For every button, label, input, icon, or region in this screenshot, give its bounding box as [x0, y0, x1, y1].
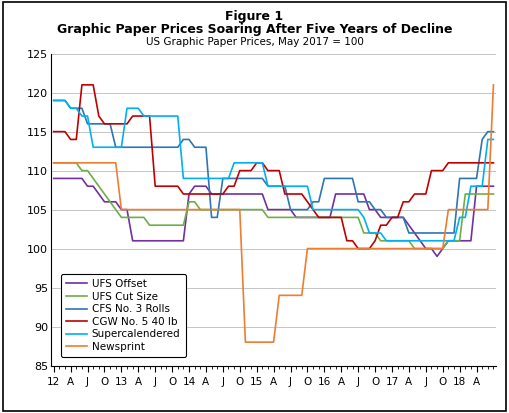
Supercalendered: [158, 114, 164, 119]
Supercalendered: [383, 238, 389, 243]
Newsprint: [490, 82, 496, 87]
UFS Offset: [434, 254, 440, 259]
Legend: UFS Offset, UFS Cut Size, CFS No. 3 Rolls, CGW No. 5 40 lb, Supercalendered, New: UFS Offset, UFS Cut Size, CFS No. 3 Roll…: [61, 274, 186, 357]
Supercalendered: [372, 230, 378, 235]
CGW No. 5 40 lb: [163, 184, 169, 189]
Line: CFS No. 3 Rolls: CFS No. 3 Rolls: [54, 100, 493, 233]
Supercalendered: [490, 137, 496, 142]
UFS Cut Size: [411, 246, 417, 251]
UFS Offset: [225, 192, 232, 197]
CGW No. 5 40 lb: [79, 82, 85, 87]
UFS Cut Size: [372, 230, 378, 235]
Text: Graphic Paper Prices Soaring After Five Years of Decline: Graphic Paper Prices Soaring After Five …: [56, 23, 453, 36]
CFS No. 3 Rolls: [406, 230, 412, 235]
CGW No. 5 40 lb: [175, 184, 181, 189]
Newsprint: [378, 246, 384, 251]
CFS No. 3 Rolls: [304, 207, 310, 212]
UFS Offset: [158, 238, 164, 243]
Newsprint: [231, 207, 237, 212]
CGW No. 5 40 lb: [51, 129, 57, 134]
Text: US Graphic Paper Prices, May 2017 = 100: US Graphic Paper Prices, May 2017 = 100: [146, 37, 363, 47]
Line: UFS Cut Size: UFS Cut Size: [54, 163, 493, 249]
Newsprint: [169, 207, 175, 212]
UFS Cut Size: [304, 215, 310, 220]
CFS No. 3 Rolls: [231, 176, 237, 181]
CFS No. 3 Rolls: [51, 98, 57, 103]
Line: UFS Offset: UFS Offset: [54, 178, 493, 256]
UFS Offset: [231, 192, 237, 197]
Newsprint: [242, 339, 248, 344]
CGW No. 5 40 lb: [355, 246, 361, 251]
Text: Figure 1: Figure 1: [225, 10, 284, 23]
UFS Offset: [51, 176, 57, 181]
CGW No. 5 40 lb: [383, 223, 389, 228]
CGW No. 5 40 lb: [490, 160, 496, 165]
UFS Offset: [372, 207, 378, 212]
UFS Offset: [169, 238, 175, 243]
UFS Cut Size: [225, 207, 232, 212]
UFS Offset: [490, 184, 496, 189]
Line: CGW No. 5 40 lb: CGW No. 5 40 lb: [54, 85, 493, 249]
Line: Newsprint: Newsprint: [54, 85, 493, 342]
CFS No. 3 Rolls: [225, 176, 232, 181]
Newsprint: [51, 160, 57, 165]
Supercalendered: [51, 98, 57, 103]
Supercalendered: [169, 114, 175, 119]
CFS No. 3 Rolls: [372, 207, 378, 212]
UFS Cut Size: [158, 223, 164, 228]
CFS No. 3 Rolls: [158, 145, 164, 150]
Newsprint: [310, 246, 316, 251]
Newsprint: [158, 207, 164, 212]
CGW No. 5 40 lb: [310, 207, 316, 212]
Line: Supercalendered: Supercalendered: [54, 100, 493, 241]
Newsprint: [225, 207, 232, 212]
CGW No. 5 40 lb: [231, 184, 237, 189]
UFS Cut Size: [490, 192, 496, 197]
Supercalendered: [225, 176, 232, 181]
UFS Cut Size: [51, 160, 57, 165]
CGW No. 5 40 lb: [237, 168, 243, 173]
Supercalendered: [231, 160, 237, 165]
UFS Cut Size: [169, 223, 175, 228]
UFS Offset: [304, 215, 310, 220]
CFS No. 3 Rolls: [169, 145, 175, 150]
CFS No. 3 Rolls: [490, 129, 496, 134]
Supercalendered: [304, 184, 310, 189]
UFS Cut Size: [231, 207, 237, 212]
